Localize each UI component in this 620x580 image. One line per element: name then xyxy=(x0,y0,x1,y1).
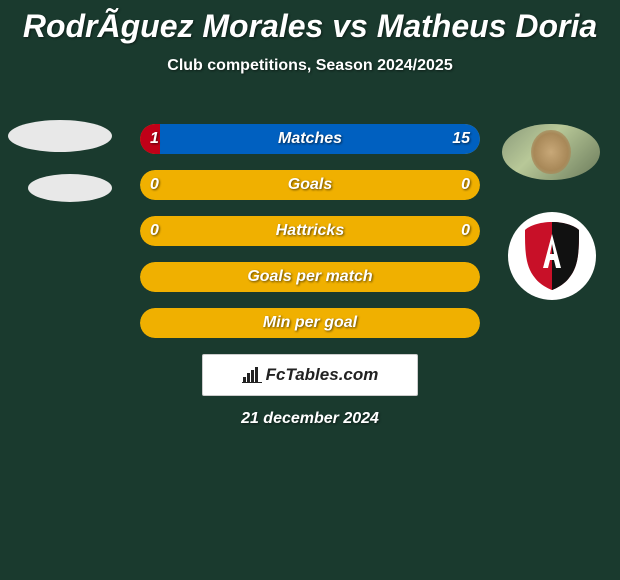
page-subtitle: Club competitions, Season 2024/2025 xyxy=(0,57,620,75)
left-player-placeholder xyxy=(8,120,112,202)
stat-bar: Min per goal xyxy=(140,308,480,338)
bar-label: Min per goal xyxy=(140,308,480,338)
stat-bar: Goals0 0 xyxy=(140,170,480,200)
comparison-bars: Matches115Goals00Hattricks00Goals per ma… xyxy=(140,124,480,354)
bar-label: Hattricks xyxy=(140,216,480,246)
bar-chart-icon xyxy=(242,367,262,383)
bar-label: Goals xyxy=(140,170,480,200)
brand-box: FcTables.com xyxy=(202,354,418,396)
bar-label: Matches xyxy=(140,124,480,154)
date-text: 21 december 2024 xyxy=(0,410,620,428)
bar-value-left: 1 xyxy=(150,124,159,154)
brand-text: FcTables.com xyxy=(266,365,379,385)
bar-value-right: 0 xyxy=(461,216,470,246)
bar-value-left: 0 xyxy=(150,216,159,246)
stat-bar: Hattricks0 0 xyxy=(140,216,480,246)
bar-label: Goals per match xyxy=(140,262,480,292)
bar-value-right: 0 xyxy=(461,170,470,200)
bar-value-left: 0 xyxy=(150,170,159,200)
bar-value-right: 15 xyxy=(452,124,470,154)
club-logo xyxy=(508,212,596,300)
right-player-column xyxy=(502,124,600,300)
placeholder-ellipse xyxy=(8,120,112,152)
stat-bar: Matches1 15 xyxy=(140,124,480,154)
player-photo xyxy=(502,124,600,180)
placeholder-ellipse xyxy=(28,174,112,202)
page-title: RodrÃ­guez Morales vs Matheus Doria xyxy=(0,0,620,45)
stat-bar: Goals per match xyxy=(140,262,480,292)
atlas-shield-icon xyxy=(521,220,583,292)
